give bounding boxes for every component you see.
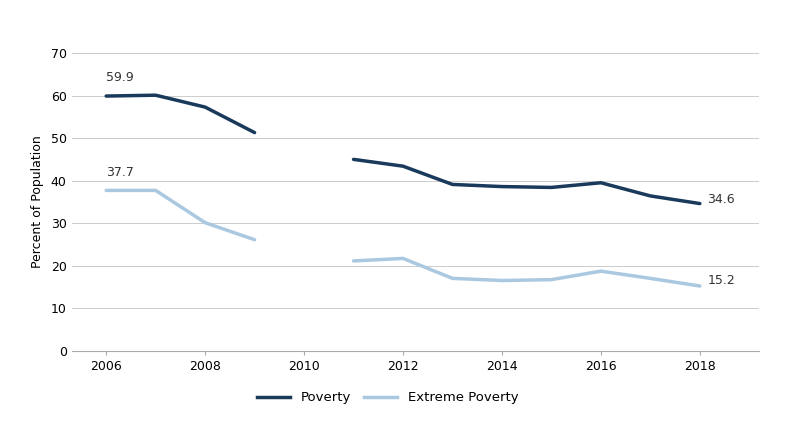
Text: Poverty Rates as Measured by Income (in percent of population): Poverty Rates as Measured by Income (in … [10, 17, 545, 31]
Text: 34.6: 34.6 [708, 193, 735, 206]
Text: 15.2: 15.2 [708, 274, 735, 287]
Legend: Poverty, Extreme Poverty: Poverty, Extreme Poverty [252, 386, 524, 409]
Y-axis label: Percent of Population: Percent of Population [31, 136, 44, 268]
Text: 59.9: 59.9 [107, 71, 134, 84]
Text: 37.7: 37.7 [107, 166, 134, 179]
